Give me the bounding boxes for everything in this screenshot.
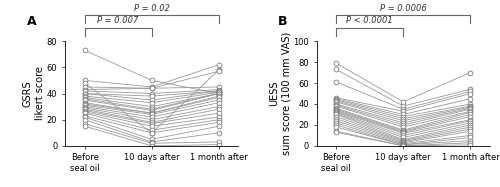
Text: P = 0.02: P = 0.02 xyxy=(134,4,170,13)
Text: A: A xyxy=(27,15,36,28)
Y-axis label: GSRS
likert score: GSRS likert score xyxy=(23,67,46,120)
Text: P < 0.0001: P < 0.0001 xyxy=(346,16,393,25)
Text: B: B xyxy=(278,15,288,28)
Text: P = 0.0006: P = 0.0006 xyxy=(380,4,426,13)
Text: P = 0.007: P = 0.007 xyxy=(98,16,139,25)
Y-axis label: UESS
sum score (100 mm VAS): UESS sum score (100 mm VAS) xyxy=(270,32,292,155)
